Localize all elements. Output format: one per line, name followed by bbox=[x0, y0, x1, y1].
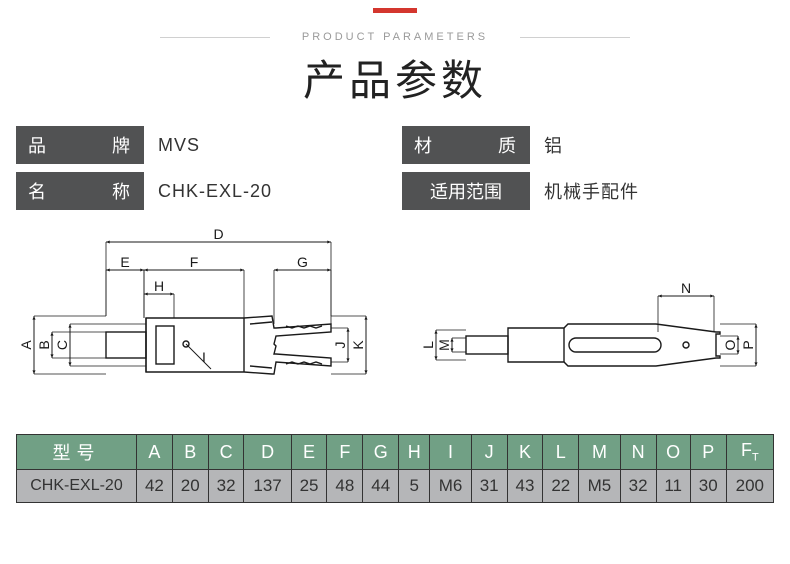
property-label: 适用范围 bbox=[402, 172, 530, 210]
svg-text:E: E bbox=[120, 254, 129, 270]
spec-value-cell: 43 bbox=[507, 470, 543, 503]
property-label: 材质 bbox=[402, 126, 530, 164]
spec-value-cell: 30 bbox=[690, 470, 726, 503]
spec-col-header: D bbox=[244, 435, 291, 470]
svg-text:D: D bbox=[213, 226, 223, 242]
svg-text:G: G bbox=[297, 254, 308, 270]
page-title: 产品参数 bbox=[0, 47, 790, 108]
spec-col-header: H bbox=[399, 435, 430, 470]
svg-text:L: L bbox=[420, 341, 436, 349]
property-row: 品牌MVS bbox=[16, 126, 388, 164]
spec-value-cell: M6 bbox=[430, 470, 471, 503]
spec-col-header: A bbox=[137, 435, 173, 470]
spec-col-header: FT bbox=[726, 435, 773, 470]
property-grid: 品牌MVS材质铝名称CHK-EXL-20适用范围机械手配件 bbox=[0, 126, 790, 224]
property-value: CHK-EXL-20 bbox=[144, 181, 272, 202]
property-row: 材质铝 bbox=[402, 126, 774, 164]
spec-col-header: O bbox=[656, 435, 690, 470]
spec-value-cell: 5 bbox=[399, 470, 430, 503]
spec-col-header: P bbox=[690, 435, 726, 470]
svg-text:N: N bbox=[681, 280, 691, 296]
svg-text:H: H bbox=[154, 278, 164, 294]
spec-col-header: K bbox=[507, 435, 543, 470]
accent-bar bbox=[373, 8, 417, 13]
spec-value-cell: 31 bbox=[471, 470, 507, 503]
subtitle: PRODUCT PARAMETERS bbox=[0, 31, 790, 43]
svg-text:O: O bbox=[722, 339, 738, 350]
property-value: 铝 bbox=[530, 132, 563, 158]
property-value: 机械手配件 bbox=[530, 178, 639, 204]
spec-col-header: I bbox=[430, 435, 471, 470]
spec-value-cell: 11 bbox=[656, 470, 690, 503]
spec-value-cell: 22 bbox=[543, 470, 579, 503]
spec-value-cell: 137 bbox=[244, 470, 291, 503]
spec-col-header: N bbox=[620, 435, 656, 470]
spec-value-cell: 20 bbox=[172, 470, 208, 503]
svg-text:J: J bbox=[332, 342, 348, 349]
spec-value-cell: 32 bbox=[208, 470, 244, 503]
spec-col-header: E bbox=[291, 435, 327, 470]
spec-col-header: B bbox=[172, 435, 208, 470]
spec-col-header: M bbox=[579, 435, 620, 470]
spec-col-header: J bbox=[471, 435, 507, 470]
side-view-drawing: N LM OP bbox=[416, 224, 776, 424]
svg-text:M: M bbox=[436, 339, 452, 351]
spec-value-cell: 42 bbox=[137, 470, 173, 503]
spec-value-cell: M5 bbox=[579, 470, 620, 503]
svg-text:A: A bbox=[18, 340, 34, 350]
spec-value-cell: 32 bbox=[620, 470, 656, 503]
technical-drawings: D E F G H ABC JK I N LM OP bbox=[0, 224, 790, 424]
spec-value-cell: 44 bbox=[363, 470, 399, 503]
property-label: 品牌 bbox=[16, 126, 144, 164]
spec-value-cell: 25 bbox=[291, 470, 327, 503]
spec-col-header: C bbox=[208, 435, 244, 470]
property-row: 名称CHK-EXL-20 bbox=[16, 172, 388, 210]
property-value: MVS bbox=[144, 135, 200, 156]
svg-text:B: B bbox=[36, 340, 52, 349]
spec-col-header: F bbox=[327, 435, 363, 470]
svg-text:I: I bbox=[202, 349, 206, 365]
spec-model-cell: CHK-EXL-20 bbox=[17, 470, 137, 503]
svg-text:F: F bbox=[190, 254, 199, 270]
property-label: 名称 bbox=[16, 172, 144, 210]
spec-col-header: L bbox=[543, 435, 579, 470]
spec-col-header: G bbox=[363, 435, 399, 470]
property-row: 适用范围机械手配件 bbox=[402, 172, 774, 210]
spec-model-header: 型号 bbox=[17, 435, 137, 470]
top-view-drawing: D E F G H ABC JK I bbox=[16, 224, 396, 424]
svg-text:P: P bbox=[740, 340, 756, 349]
spec-value-cell: 200 bbox=[726, 470, 773, 503]
spec-table: 型号ABCDEFGHIJKLMNOPFT CHK-EXL-20422032137… bbox=[16, 434, 774, 503]
svg-text:C: C bbox=[54, 340, 70, 350]
svg-text:K: K bbox=[350, 340, 366, 350]
spec-value-cell: 48 bbox=[327, 470, 363, 503]
